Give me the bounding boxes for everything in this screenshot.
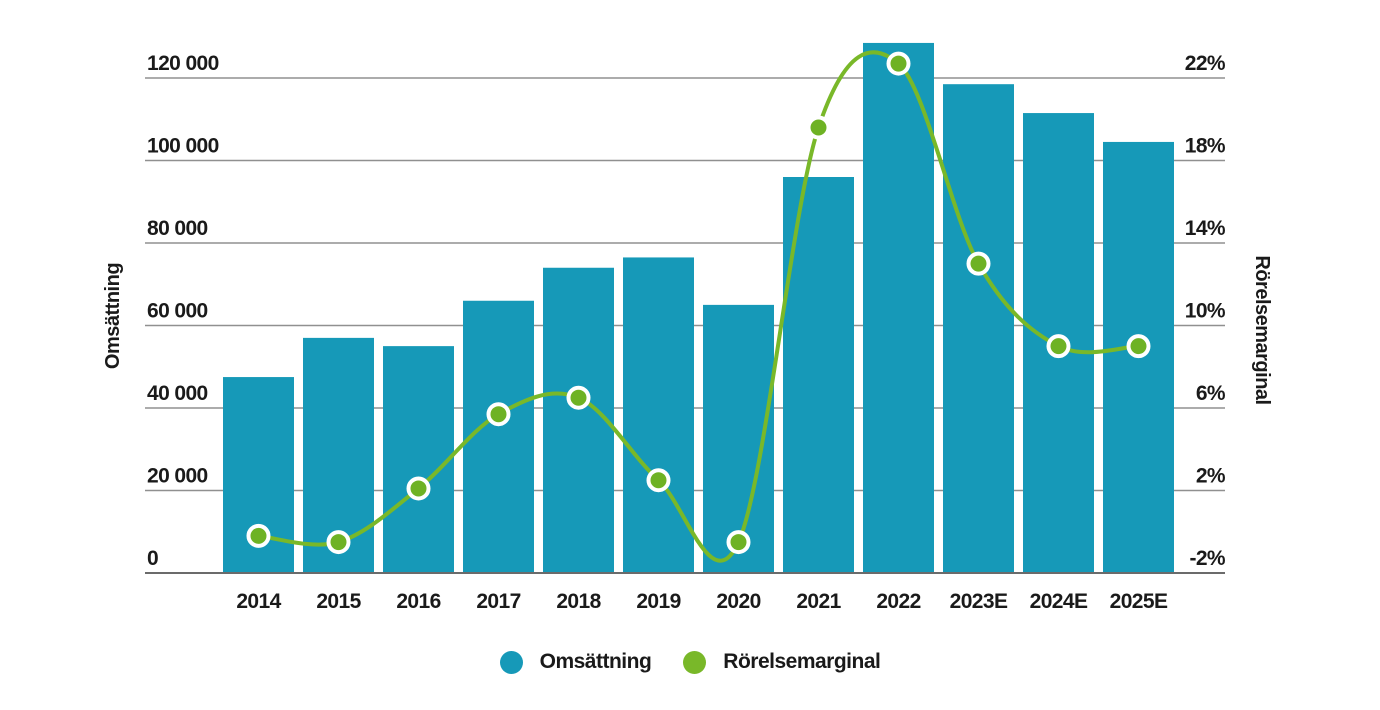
right-tick-label: 2% <box>1196 465 1226 488</box>
year-label-2014: 2014 <box>236 590 281 613</box>
bar-2019 <box>623 257 694 572</box>
marker-2022 <box>886 51 911 76</box>
year-label-2016: 2016 <box>396 590 440 613</box>
right-axis-title: Rörelsemarginal <box>1251 255 1273 405</box>
year-label-2025E: 2025E <box>1110 590 1168 613</box>
bar-2023E <box>943 84 1014 572</box>
legend-item-rorelsemarginal: Rörelsemarginal <box>683 650 881 674</box>
bar-2018 <box>543 267 614 572</box>
right-tick-label: 22% <box>1185 52 1226 75</box>
left-tick-label: 60 000 <box>147 300 208 323</box>
marker-2018 <box>566 385 591 410</box>
bar-2016 <box>383 346 454 572</box>
revenue-bars <box>223 42 1174 572</box>
bar-2017 <box>463 300 534 572</box>
legend: Omsättning Rörelsemarginal <box>0 644 1380 680</box>
marker-2025E <box>1126 334 1151 359</box>
marker-2024E <box>1046 334 1071 359</box>
year-label-2023E: 2023E <box>950 590 1008 613</box>
right-tick-label: 14% <box>1185 217 1226 240</box>
x-tick-labels: 2014 2015 2016 2017 2018 2019 2020 2021 2022 2023… <box>236 590 1168 613</box>
marker-2023E <box>966 251 991 276</box>
bar-2022 <box>863 42 934 572</box>
marker-2017 <box>486 402 511 427</box>
year-label-2019: 2019 <box>636 590 680 613</box>
right-axis-tick-labels: -2% 2% 6% 10% 14% 18% 22% <box>1185 52 1227 570</box>
left-tick-label: 80 000 <box>147 217 208 240</box>
left-tick-label: 40 000 <box>147 382 208 405</box>
left-axis-title: Omsättning <box>102 262 124 370</box>
right-tick-label: 10% <box>1185 300 1226 323</box>
year-label-2015: 2015 <box>316 590 361 613</box>
marker-2016 <box>406 476 431 501</box>
margin-markers <box>246 51 1151 555</box>
year-label-2024E: 2024E <box>1030 590 1088 613</box>
legend-dot-rorelsemarginal-icon <box>683 650 707 674</box>
year-label-2018: 2018 <box>556 590 601 613</box>
legend-item-omsattning: Omsättning <box>499 650 652 674</box>
marker-2020 <box>726 530 751 555</box>
legend-label-rorelsemarginal: Rörelsemarginal <box>723 650 881 673</box>
year-label-2020: 2020 <box>716 590 760 613</box>
year-label-2022: 2022 <box>876 590 920 613</box>
marker-2021 <box>806 115 831 140</box>
year-label-2017: 2017 <box>476 590 520 613</box>
left-axis-tick-labels: 0 20 000 40 000 60 000 80 000 100 000 120 000 <box>147 52 219 570</box>
left-tick-label: 0 <box>147 547 158 570</box>
marker-2015 <box>326 530 351 555</box>
legend-label-omsattning: Omsättning <box>539 650 652 673</box>
left-tick-label: 100 000 <box>147 135 219 158</box>
left-tick-label: 120 000 <box>147 52 219 75</box>
right-tick-label: -2% <box>1189 547 1225 570</box>
marker-2014 <box>246 523 271 548</box>
legend-dot-omsattning-icon <box>499 650 523 674</box>
left-tick-label: 20 000 <box>147 465 208 488</box>
right-tick-label: 6% <box>1196 382 1226 405</box>
year-label-2021: 2021 <box>796 590 841 613</box>
marker-2019 <box>646 468 671 493</box>
right-tick-label: 18% <box>1185 135 1226 158</box>
